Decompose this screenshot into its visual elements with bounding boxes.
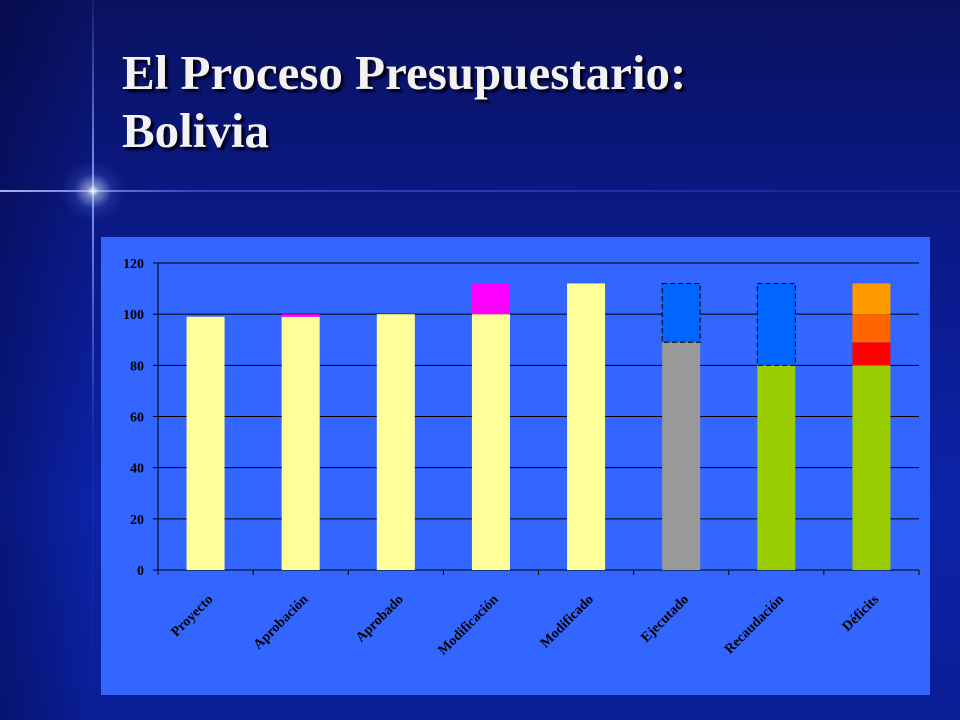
x-category-label: Modificado bbox=[538, 592, 597, 651]
bar-2-segment-0 bbox=[376, 314, 415, 570]
y-tick-label: 100 bbox=[123, 308, 144, 323]
bar-7-segment-1 bbox=[852, 342, 891, 366]
x-category-label: Aprobado bbox=[353, 592, 406, 645]
chart-panel: 0 20 40 60 80 100 120 Proyecto Aprobación Aprobad… bbox=[101, 237, 930, 695]
bar-5-segment-1 bbox=[661, 282, 701, 343]
x-category-label: Recaudación bbox=[722, 592, 787, 657]
y-tick-label: 120 bbox=[123, 257, 144, 272]
bar-4-segment-0 bbox=[567, 283, 606, 570]
bar-6-segment-0 bbox=[757, 365, 796, 570]
y-tick-label: 60 bbox=[130, 411, 144, 426]
bar-7-segment-0 bbox=[852, 365, 891, 570]
bar-7-segment-3 bbox=[852, 283, 891, 315]
y-tick-label: 40 bbox=[130, 462, 144, 477]
left-shade bbox=[0, 0, 92, 720]
x-category-label: Modificación bbox=[436, 592, 502, 658]
light-flare bbox=[60, 160, 126, 222]
y-tick-label: 0 bbox=[137, 564, 144, 579]
bar-5-segment-0 bbox=[662, 342, 701, 570]
y-tick-label: 80 bbox=[130, 359, 144, 374]
bar-3-segment-1 bbox=[471, 283, 510, 315]
slide-title-line-1: El Proceso Presupuestario: bbox=[122, 45, 687, 100]
bar-chart: 0 20 40 60 80 100 120 Proyecto Aprobación Aprobad… bbox=[123, 257, 920, 658]
vertical-light-line bbox=[92, 0, 94, 720]
x-category-label: Proyecto bbox=[169, 592, 217, 640]
bar-6-segment-1 bbox=[756, 282, 796, 366]
slide-title-line-2: Bolivia bbox=[122, 103, 270, 158]
slide-title: El Proceso Presupuestario: Bolivia bbox=[122, 44, 942, 160]
bar-1-segment-0 bbox=[281, 316, 320, 570]
bar-1-segment-1 bbox=[281, 314, 320, 317]
y-tick-label: 20 bbox=[130, 513, 144, 528]
horizontal-light-line bbox=[0, 190, 960, 192]
x-category-label: Ejecutado bbox=[639, 592, 693, 646]
x-category-label: Déficits bbox=[840, 592, 883, 635]
bar-7-segment-2 bbox=[852, 314, 891, 343]
bar-0-segment-0 bbox=[186, 316, 225, 570]
bar-3-segment-0 bbox=[471, 314, 510, 570]
x-category-label: Aprobación bbox=[251, 592, 312, 653]
